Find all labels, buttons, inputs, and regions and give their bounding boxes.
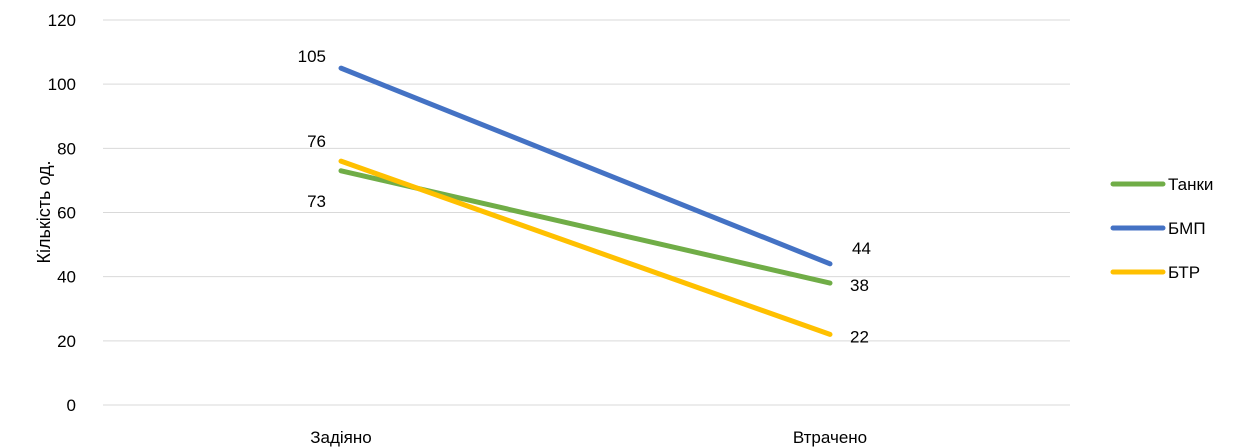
y-tick-label: 60 xyxy=(57,204,76,223)
data-label: 22 xyxy=(850,327,869,346)
x-axis-categories: Задіяно Втрачено xyxy=(310,428,867,447)
y-tick-label: 100 xyxy=(48,75,76,94)
y-tick-label: 40 xyxy=(57,268,76,287)
legend-label: БМП xyxy=(1168,219,1206,238)
data-label: 105 xyxy=(298,47,326,66)
x-category-label: Втрачено xyxy=(793,428,867,447)
series-line-БМП xyxy=(338,65,833,267)
gridlines xyxy=(103,19,1070,406)
data-label: 76 xyxy=(307,132,326,151)
y-tick-label: 0 xyxy=(67,396,76,415)
y-tick-label: 120 xyxy=(48,11,76,30)
legend-label: Танки xyxy=(1168,175,1213,194)
data-label: 38 xyxy=(850,276,869,295)
legend: Танки БМП БТР xyxy=(1110,175,1213,282)
y-axis-title: Кількість од. xyxy=(34,161,54,264)
data-labels: 73 38 105 44 76 22 xyxy=(298,47,871,346)
y-tick-label: 20 xyxy=(57,332,76,351)
y-tick-label: 80 xyxy=(57,139,76,158)
data-label: 73 xyxy=(307,192,326,211)
series-lines xyxy=(338,65,833,337)
x-category-label: Задіяно xyxy=(310,428,371,447)
series-line-БТР xyxy=(338,158,833,337)
y-axis-ticks: 0 20 40 60 80 100 120 xyxy=(48,11,76,415)
data-label: 44 xyxy=(852,239,871,258)
legend-label: БТР xyxy=(1168,263,1200,282)
